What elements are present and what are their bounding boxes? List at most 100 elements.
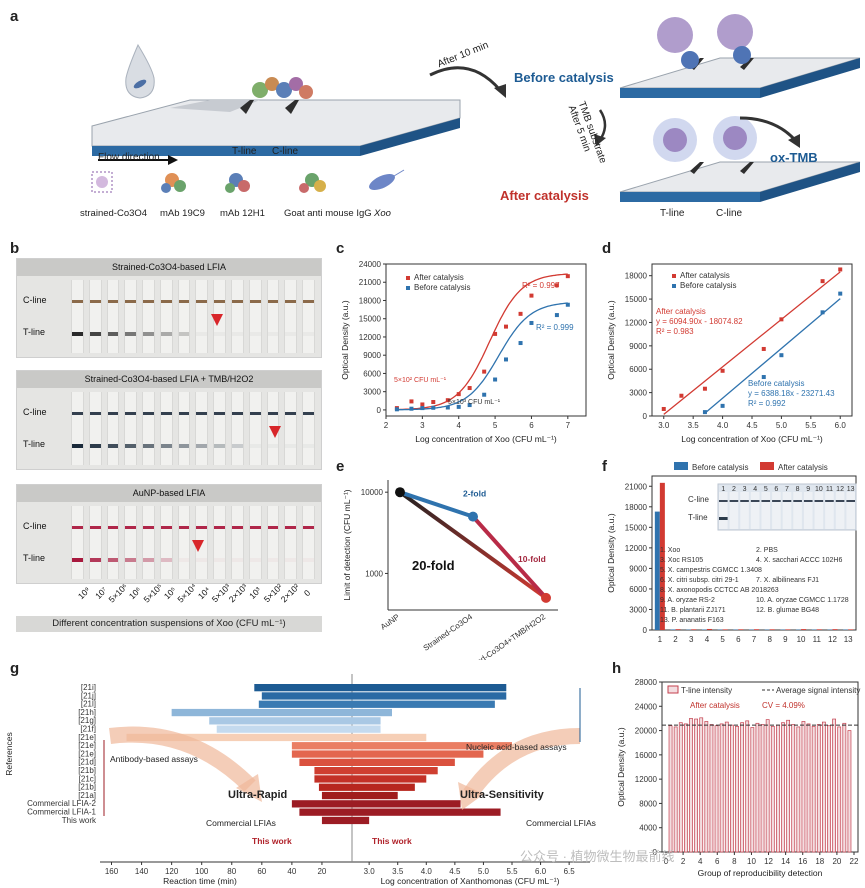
- control-line: [143, 526, 154, 529]
- x-tick-label: 4: [457, 421, 462, 430]
- inset-lane-label: 11: [826, 486, 833, 493]
- test-line: [72, 558, 83, 562]
- y-tick-label: 12000: [625, 318, 648, 327]
- data-point: [467, 386, 472, 391]
- data-point: [661, 406, 666, 411]
- x-tick-label: 6.5: [564, 867, 576, 876]
- panel-label-a: a: [10, 8, 19, 25]
- inset-strip: [814, 492, 824, 529]
- test-strip: [302, 392, 315, 465]
- data-point: [493, 331, 498, 336]
- x-tick-label: 13: [844, 635, 853, 644]
- inset-c-line: [719, 500, 728, 502]
- category-label: AuNP: [379, 612, 401, 631]
- control-line: [143, 412, 154, 415]
- goat-anti-mouse-igg-icon: [299, 173, 326, 193]
- y-tick-label: 12000: [625, 544, 648, 553]
- reference-label: This work: [62, 816, 97, 825]
- x-tick-label: 18: [815, 857, 824, 866]
- test-line: [196, 558, 208, 562]
- x-tick-label: 40: [287, 867, 296, 876]
- test-line: [232, 444, 243, 448]
- legend-after-swatch: [760, 462, 774, 470]
- c-line-label-3: C-line: [23, 521, 47, 531]
- legend-strained-co3o4: strained-Co3O4: [80, 208, 148, 219]
- test-line: [178, 558, 190, 562]
- reference-label: [21i]: [81, 683, 96, 692]
- legend-before-label: Before catalysis: [692, 463, 748, 472]
- inset-lane-label: 5: [764, 486, 768, 493]
- test-strip: [142, 280, 155, 353]
- intensity-bar: [816, 724, 821, 853]
- c-line-label-2: C-line: [23, 407, 47, 417]
- panel-label-f: f: [602, 458, 607, 475]
- test-strip: [213, 392, 227, 465]
- plot-frame: [385, 263, 587, 417]
- legend-goat-anti-mouse-igg: Goat anti mouse IgG: [284, 208, 372, 219]
- control-line: [267, 412, 279, 415]
- intensity-bar: [847, 730, 852, 853]
- reference-label: [21d]: [78, 758, 96, 767]
- x-tick-label: 80: [227, 867, 236, 876]
- test-line: [232, 332, 243, 336]
- data-point: [445, 405, 450, 410]
- data-point: [529, 293, 534, 298]
- data-point: [820, 279, 825, 284]
- test-line: [160, 332, 172, 336]
- strip-row-3: [17, 502, 321, 583]
- data-point: [420, 402, 425, 407]
- test-line: [232, 558, 243, 562]
- test-line: [125, 444, 137, 448]
- control-line: [72, 412, 83, 415]
- log-concentration-bar: [352, 791, 398, 800]
- test-strip: [88, 392, 102, 465]
- x-tick-label: 3.0: [658, 421, 670, 430]
- antibody-cluster-icon: [252, 77, 313, 99]
- legend-after-label: After catalysis: [680, 271, 730, 280]
- control-line: [249, 412, 261, 415]
- x-tick-label: 60: [257, 867, 266, 876]
- control-line: [72, 526, 83, 529]
- inset-c-line: [740, 500, 749, 502]
- legend-after-label: After catalysis: [414, 273, 464, 282]
- before-fit-text: Before catalysis: [748, 379, 804, 388]
- control-line: [232, 412, 243, 415]
- reaction-time-bar: [261, 692, 352, 700]
- reference-label: [21e]: [78, 741, 96, 750]
- reference-label: [21l]: [81, 700, 96, 709]
- data-point: [420, 406, 425, 411]
- test-strip: [266, 506, 280, 579]
- label-20fold: 20-fold: [412, 558, 455, 573]
- inset-c-line: [793, 500, 802, 502]
- test-strip: [106, 392, 120, 465]
- after-fit-text: After catalysis: [656, 307, 706, 316]
- y-tick-label: 16000: [635, 751, 658, 760]
- x-tick-label: 14: [781, 857, 790, 866]
- x-tick-label: 9: [783, 635, 788, 644]
- reaction-time-bar: [299, 758, 352, 766]
- data-point: [554, 283, 559, 288]
- inset-c-line: [729, 500, 739, 502]
- y-axis-label: Optical Density (a.u.): [606, 513, 616, 593]
- x-tick-label: 10: [747, 857, 756, 866]
- watermark: 公众号 · 植物微生物最前线: [520, 849, 675, 864]
- test-strip: [231, 506, 244, 579]
- after-5min-arrow: [598, 109, 607, 141]
- antibody-label: Antibody-based assays: [110, 754, 198, 764]
- data-point: [431, 400, 436, 405]
- log-concentration-bar: [352, 717, 381, 725]
- legend-after-label: After catalysis: [778, 463, 828, 472]
- x-tick-label: 5.5: [805, 421, 817, 430]
- test-strip: [106, 280, 120, 353]
- t-line-label: T-line: [232, 146, 257, 157]
- y-tick-label: 3000: [363, 388, 381, 397]
- y-tick-label: 9000: [363, 351, 381, 360]
- intensity-bar: [781, 722, 785, 853]
- reaction-time-bar: [171, 708, 352, 717]
- reaction-time-bar: [318, 783, 352, 791]
- test-line: [285, 558, 297, 562]
- inset-strip: [729, 492, 739, 529]
- legend-before-swatch: [674, 462, 688, 470]
- ox-tmb-arrow: [739, 116, 797, 142]
- inset-c-line: [835, 500, 845, 502]
